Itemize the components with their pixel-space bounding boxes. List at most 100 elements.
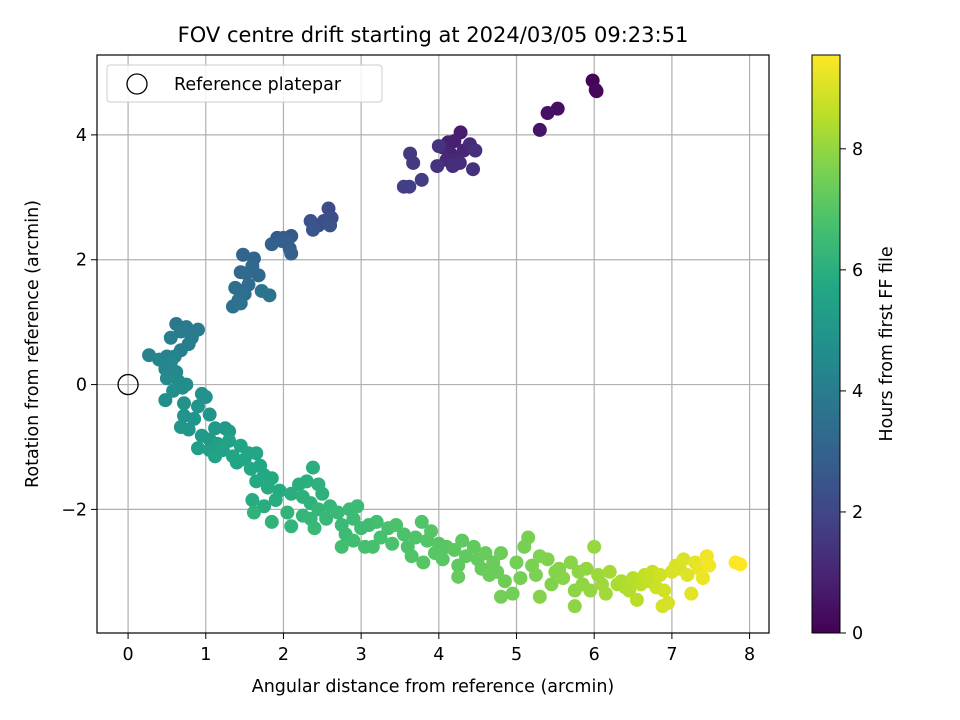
data-point — [330, 505, 345, 520]
data-point — [264, 514, 279, 529]
data-point — [245, 493, 260, 508]
x-tick-label: 2 — [278, 645, 289, 665]
data-point — [350, 499, 365, 514]
data-point — [346, 533, 361, 548]
data-point — [190, 399, 205, 414]
data-point — [369, 514, 384, 529]
x-tick-label: 1 — [200, 645, 211, 665]
data-point — [451, 558, 466, 573]
data-point — [173, 324, 188, 339]
data-point — [208, 421, 223, 436]
data-point — [233, 296, 248, 311]
colorbar-label: Hours from first FF file — [877, 246, 897, 441]
data-point — [532, 122, 547, 137]
data-point — [414, 172, 429, 187]
data-point — [497, 574, 512, 589]
data-point — [579, 561, 594, 576]
data-point — [246, 505, 261, 520]
data-point — [478, 546, 493, 561]
y-tick-label: 2 — [76, 251, 87, 271]
data-point — [455, 533, 470, 548]
y-tick-label: 0 — [76, 376, 87, 396]
data-point — [389, 518, 404, 533]
colorbar — [811, 54, 841, 634]
data-point — [264, 237, 279, 252]
data-point — [406, 155, 421, 170]
data-point — [346, 511, 361, 526]
x-tick-label: 7 — [666, 645, 677, 665]
data-point — [466, 162, 481, 177]
y-tick-label: −2 — [61, 500, 87, 520]
x-tick-label: 6 — [589, 645, 600, 665]
data-point — [430, 159, 445, 174]
data-point — [513, 571, 528, 586]
x-tick-label: 8 — [744, 645, 755, 665]
data-point — [249, 474, 264, 489]
data-point — [208, 449, 223, 464]
data-point — [653, 567, 668, 582]
data-point — [202, 407, 217, 422]
colorbar-tick-label: 6 — [852, 261, 863, 281]
data-point — [482, 567, 497, 582]
grid-lines — [97, 55, 769, 633]
x-axis-label: Angular distance from reference (arcmin) — [252, 677, 615, 697]
data-point — [323, 218, 338, 233]
data-point — [447, 134, 462, 149]
data-point — [540, 106, 555, 121]
data-point — [567, 599, 582, 614]
data-point — [493, 546, 508, 561]
data-point — [598, 586, 613, 601]
data-point — [187, 411, 202, 426]
data-point — [447, 542, 462, 557]
data-point — [657, 583, 672, 598]
data-point — [163, 330, 178, 345]
data-point — [243, 461, 258, 476]
data-point — [254, 283, 269, 298]
data-point — [629, 592, 644, 607]
data-point — [414, 514, 429, 529]
x-tick-label: 5 — [511, 645, 522, 665]
data-point — [695, 571, 710, 586]
data-point — [284, 246, 299, 261]
colorbar-ticks: 0 2 4 6 8 — [840, 140, 863, 644]
data-point — [408, 530, 423, 545]
data-point — [365, 539, 380, 554]
legend-marker-icon — [126, 73, 148, 95]
data-point — [416, 555, 431, 570]
data-point — [396, 527, 411, 542]
y-tick-label: 4 — [76, 126, 87, 146]
data-point — [280, 234, 295, 249]
data-point — [305, 222, 320, 237]
data-point — [257, 499, 272, 514]
data-point — [509, 555, 524, 570]
data-point — [159, 371, 174, 386]
y-axis-label: Rotation from reference (arcmin) — [23, 200, 43, 488]
data-point — [544, 577, 559, 592]
data-point — [587, 539, 602, 554]
data-point — [260, 480, 275, 495]
x-axis-ticks: 0 1 2 3 4 5 6 7 8 — [123, 633, 755, 665]
data-point — [661, 596, 676, 611]
data-point — [466, 539, 481, 554]
data-point — [239, 266, 254, 281]
data-point — [493, 589, 508, 604]
data-point — [166, 383, 181, 398]
data-point — [385, 536, 400, 551]
data-point — [236, 247, 251, 262]
data-points — [142, 73, 748, 614]
data-point — [158, 393, 173, 408]
data-point — [315, 486, 330, 501]
legend: Reference platepar — [106, 64, 383, 103]
data-point — [583, 583, 598, 598]
data-point — [404, 549, 419, 564]
data-point — [431, 139, 446, 154]
data-point — [190, 441, 205, 456]
data-point — [445, 159, 460, 174]
data-point — [676, 552, 691, 567]
data-point — [459, 549, 474, 564]
data-point — [622, 583, 637, 598]
data-point — [402, 179, 417, 194]
data-point — [424, 524, 439, 539]
data-point — [702, 558, 717, 573]
